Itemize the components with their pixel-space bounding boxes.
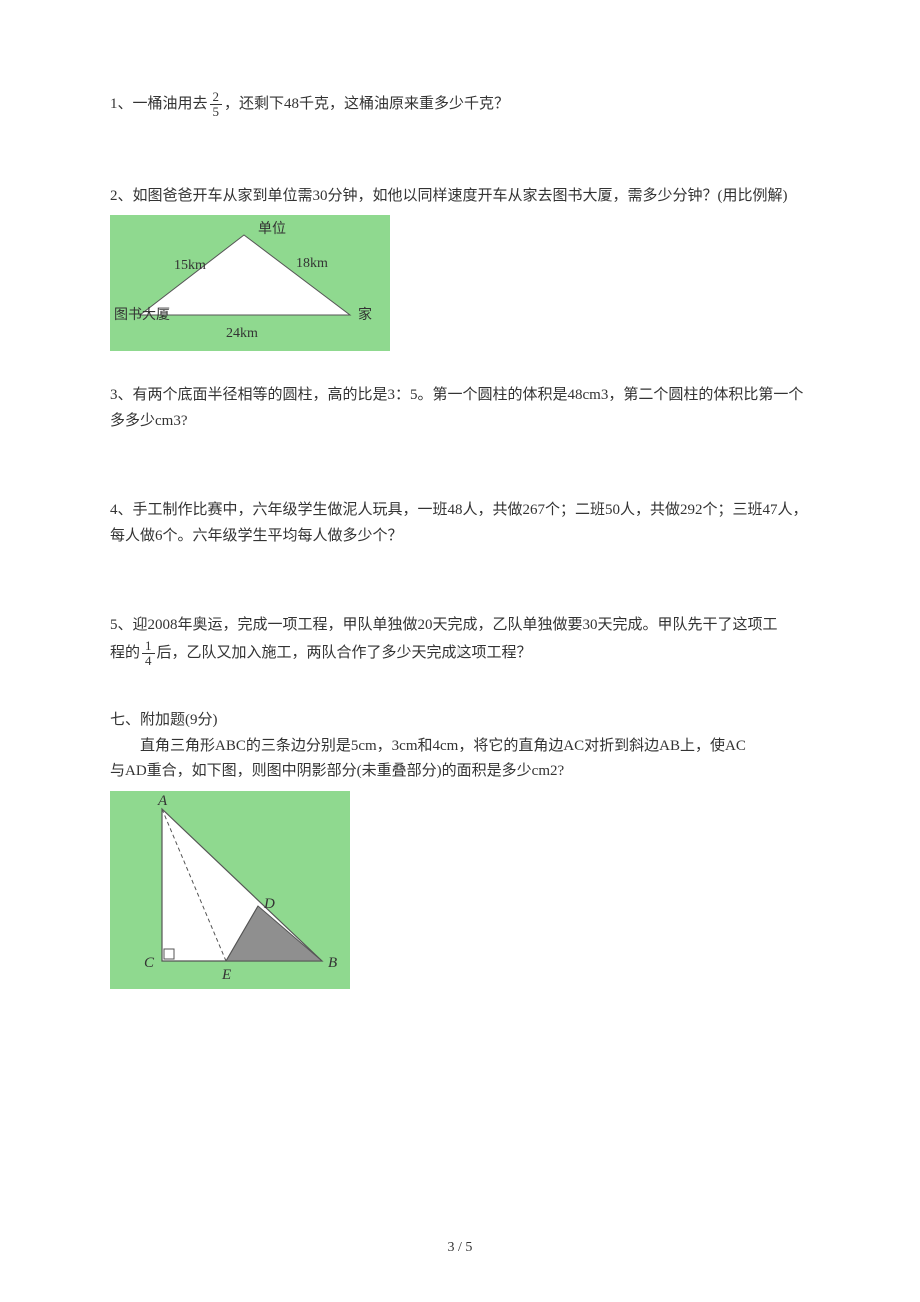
section-7-body2: 与AD重合，如下图，则图中阴影部分(未重叠部分)的面积是多少cm2? <box>110 759 810 785</box>
svg-text:C: C <box>144 955 155 971</box>
question-3: 3、有两个底面半径相等的圆柱，高的比是3：5。第一个圆柱的体积是48cm3，第二… <box>110 383 810 434</box>
q1-pre: 1、一桶油用去 <box>110 96 208 112</box>
q5-line1: 5、迎2008年奥运，完成一项工程，甲队单独做20天完成，乙队单独做要30天完成… <box>110 613 810 639</box>
question-1: 1、一桶油用去25，还剩下48千克，这桶油原来重多少千克？ <box>110 90 810 120</box>
question-4: 4、手工制作比赛中，六年级学生做泥人玩具，一班48人，共做267个；二班50人，… <box>110 498 810 549</box>
q4-text: 4、手工制作比赛中，六年级学生做泥人玩具，一班48人，共做267个；二班50人，… <box>110 502 808 544</box>
svg-text:A: A <box>157 793 168 809</box>
question-5: 5、迎2008年奥运，完成一项工程，甲队单独做20天完成，乙队单独做要30天完成… <box>110 613 810 668</box>
q1-frac-den: 5 <box>210 105 223 119</box>
svg-text:18km: 18km <box>296 256 328 271</box>
q1-post: ，还剩下48千克，这桶油原来重多少千克？ <box>224 96 509 112</box>
svg-text:图书大厦: 图书大厦 <box>114 307 170 323</box>
section-7: 七、附加题(9分) 直角三角形ABC的三条边分别是5cm，3cm和4cm，将它的… <box>110 708 810 989</box>
q1-fraction: 25 <box>210 90 223 120</box>
q5-frac-num: 1 <box>142 639 155 654</box>
q1-frac-num: 2 <box>210 90 223 105</box>
svg-text:15km: 15km <box>174 258 206 273</box>
section-7-body1: 直角三角形ABC的三条边分别是5cm，3cm和4cm，将它的直角边AC对折到斜边… <box>110 734 810 760</box>
svg-text:D: D <box>263 896 275 912</box>
svg-text:B: B <box>328 955 337 971</box>
q5-fraction: 14 <box>142 639 155 669</box>
q2-text: 2、如图爸爸开车从家到单位需30分钟，如他以同样速度开车从家去图书大厦，需多少分… <box>110 184 810 210</box>
q5-line2-pre: 程的 <box>110 645 140 661</box>
question-2: 2、如图爸爸开车从家到单位需30分钟，如他以同样速度开车从家去图书大厦，需多少分… <box>110 184 810 352</box>
svg-text:单位: 单位 <box>258 221 286 237</box>
q5-frac-den: 4 <box>142 654 155 668</box>
q3-text: 3、有两个底面半径相等的圆柱，高的比是3：5。第一个圆柱的体积是48cm3，第二… <box>110 387 803 429</box>
q2-diagram: 单位 15km 18km 24km 图书大厦 家 <box>110 215 390 351</box>
section-7-heading: 七、附加题(9分) <box>110 708 810 734</box>
svg-text:24km: 24km <box>226 326 258 341</box>
section-7-diagram: A C B D E <box>110 791 350 989</box>
q5-line2-post: 后，乙队又加入施工，两队合作了多少天完成这项工程？ <box>157 645 532 661</box>
page-number: 3 / 5 <box>0 1236 920 1260</box>
svg-text:家: 家 <box>358 306 372 323</box>
svg-text:E: E <box>221 967 231 983</box>
